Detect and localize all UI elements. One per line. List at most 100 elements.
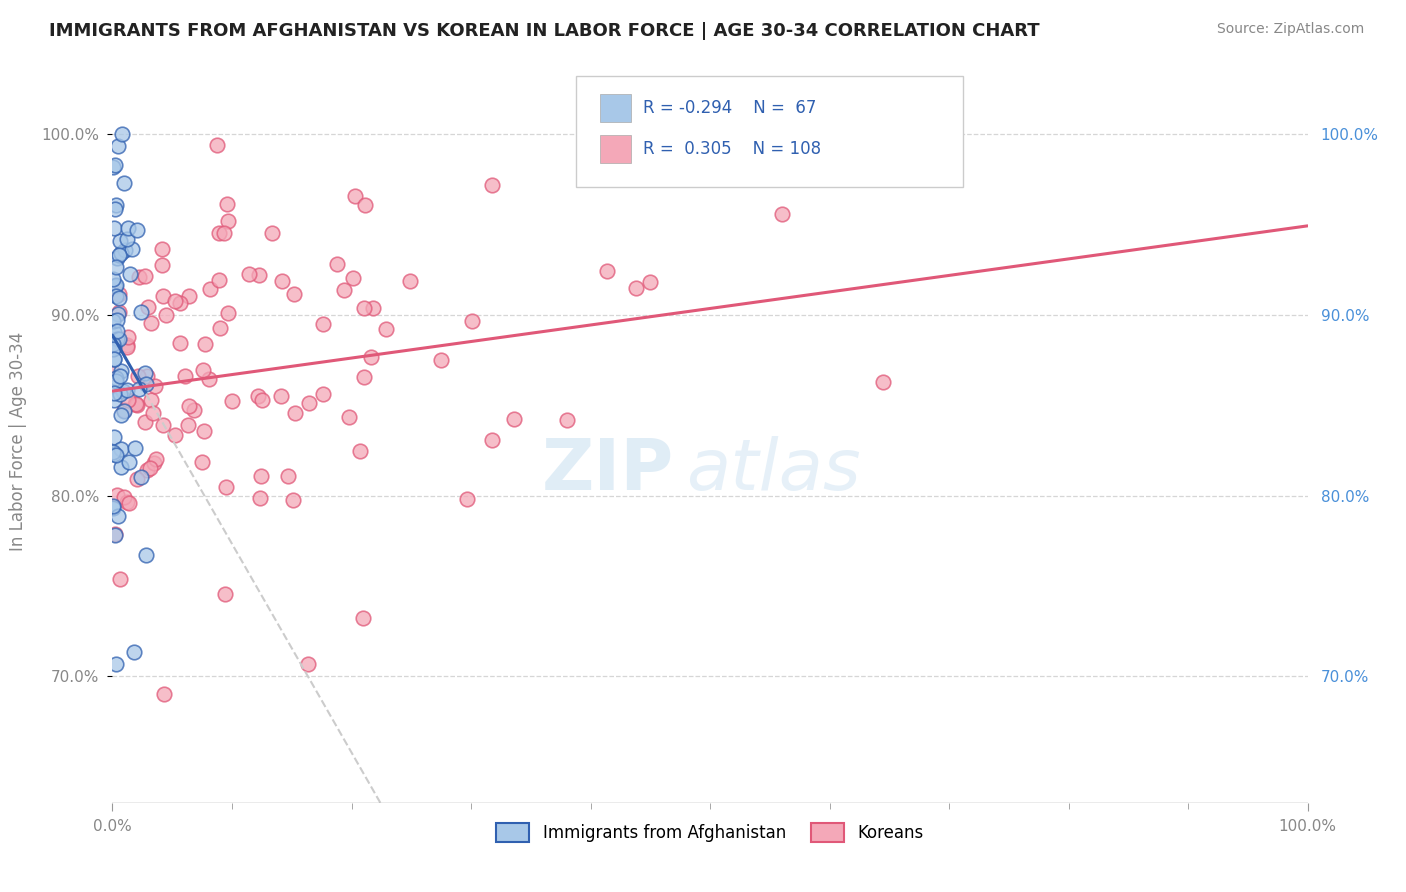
Point [194,336,217,351]
Point [103,272,125,286]
Legend: Immigrants from Afghanistan, Koreans: Immigrants from Afghanistan, Koreans [489,816,931,848]
Point [205,138,228,153]
Point [103,351,125,366]
Point [214,227,236,241]
Point [117,329,139,343]
Point [332,284,354,298]
Point [104,279,127,293]
Point [169,295,191,310]
Y-axis label: In Labor Force | Age 30-34: In Labor Force | Age 30-34 [10,332,27,551]
Point [125,472,148,486]
Point [104,202,127,216]
Point [105,488,128,502]
Point [118,496,141,510]
Point [325,257,347,271]
Point [456,492,478,507]
Point [108,332,131,346]
Point [481,433,503,447]
Point [353,370,375,384]
Point [165,428,187,442]
Point [103,392,125,407]
Point [129,304,152,318]
Point [112,490,135,504]
Point [215,480,238,494]
Point [125,397,148,411]
Point [145,451,167,466]
Point [103,325,125,339]
Point [139,392,162,407]
Point [208,273,231,287]
Point [179,399,201,413]
Point [349,443,371,458]
Point [247,268,270,282]
Point [153,688,176,702]
Point [193,424,215,438]
Point [337,409,360,424]
Point [128,269,150,284]
Point [197,372,219,386]
Point [101,500,124,515]
Text: Source: ZipAtlas.com: Source: ZipAtlas.com [1216,22,1364,37]
Point [103,314,125,328]
Point [298,395,321,409]
Point [138,301,160,315]
Point [122,645,145,659]
Point [215,197,238,211]
Point [217,305,239,319]
Point [143,379,166,393]
Point [107,287,129,301]
Point [354,198,377,212]
Point [135,548,157,562]
Point [155,308,177,322]
Point [101,499,124,513]
Point [104,371,127,385]
Point [104,374,127,388]
Point [104,277,127,292]
Point [115,340,138,354]
Point [108,305,131,319]
Point [270,389,292,403]
Point [104,198,127,212]
Point [596,263,619,277]
Point [103,430,125,444]
Point [139,316,162,330]
Point [105,313,128,327]
Point [125,222,148,236]
Point [127,398,149,412]
Point [135,462,157,476]
Point [117,221,139,235]
Point [481,178,503,192]
Point [134,269,156,284]
Point [121,242,143,256]
Point [124,442,146,456]
Point [108,248,131,262]
Point [134,415,156,429]
Point [262,227,284,241]
Point [110,245,132,260]
Point [118,455,141,469]
Point [118,267,141,281]
Point [555,413,578,427]
Text: IMMIGRANTS FROM AFGHANISTAN VS KOREAN IN LABOR FORCE | AGE 30-34 CORRELATION CHA: IMMIGRANTS FROM AFGHANISTAN VS KOREAN IN… [49,22,1040,40]
Point [281,493,304,508]
Point [271,274,294,288]
Point [107,139,129,153]
Point [872,375,894,389]
Point [217,213,239,227]
Point [208,320,231,334]
Point [200,282,222,296]
Point [107,307,129,321]
Point [399,274,422,288]
Point [115,338,138,352]
Point [108,369,131,384]
Point [238,268,260,282]
Point [141,406,163,420]
Point [110,408,132,422]
Point [638,275,661,289]
Point [283,286,305,301]
Point [770,207,793,221]
Point [105,657,128,672]
Point [104,289,127,303]
Text: atlas: atlas [686,436,860,505]
Point [103,352,125,367]
